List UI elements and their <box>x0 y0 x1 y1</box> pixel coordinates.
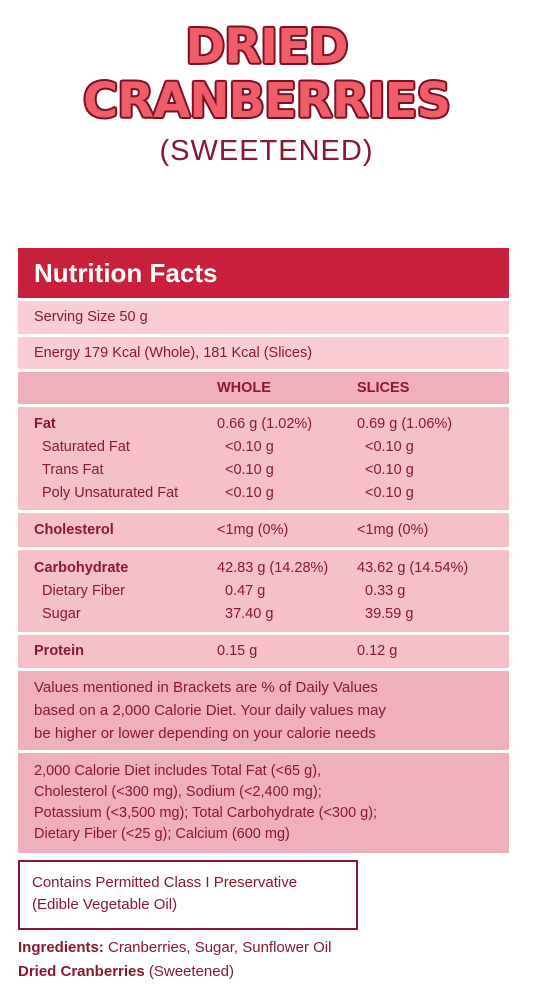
nutrient-whole: <0.10 g <box>225 485 274 501</box>
nutrient-row-sugar: Sugar 37.40 g 39.59 g <box>34 603 493 626</box>
note-line: be higher or lower depending on your cal… <box>34 725 376 742</box>
serving-size-row: Serving Size 50 g <box>18 301 509 334</box>
protein-row: Protein 0.15 g 0.12 g <box>18 635 509 668</box>
nutrient-slices: <1mg (0%) <box>357 522 429 538</box>
note-line: Values mentioned in Brackets are % of Da… <box>34 679 378 696</box>
ingredients-block: Ingredients: Cranberries, Sugar, Sunflow… <box>18 936 331 984</box>
nutrient-label: Trans Fat <box>42 462 104 478</box>
nutrient-whole: 0.15 g <box>217 643 258 659</box>
fat-group: Fat 0.66 g (1.02%) 0.69 g (1.06%) Satura… <box>18 407 509 510</box>
nutrient-label: Carbohydrate <box>34 560 129 576</box>
title-line-1: DRIED <box>185 19 348 75</box>
nutrient-whole: <0.10 g <box>225 439 274 455</box>
nutrient-whole: <1mg (0%) <box>217 522 289 538</box>
column-header-row: WHOLE SLICES <box>18 372 509 404</box>
nutrient-label: Poly Unsaturated Fat <box>42 485 179 501</box>
diet-line: Potassium (<3,500 mg); Total Carbohydrat… <box>34 805 378 821</box>
nutrient-whole: 42.83 g (14.28%) <box>217 560 329 576</box>
col-slices-header: SLICES <box>357 380 410 396</box>
nutrient-slices: 0.33 g <box>365 583 406 599</box>
ingredients-line: Ingredients: Cranberries, Sugar, Sunflow… <box>18 936 331 960</box>
nutrient-slices: <0.10 g <box>365 462 414 478</box>
ingredients-text: Cranberries, Sugar, Sunflower Oil <box>103 939 332 956</box>
carbohydrate-group: Carbohydrate 42.83 g (14.28%) 43.62 g (1… <box>18 550 509 632</box>
energy-row: Energy 179 Kcal (Whole), 181 Kcal (Slice… <box>18 337 509 369</box>
nutrient-slices: 39.59 g <box>365 606 414 622</box>
serving-size: Serving Size 50 g <box>34 309 148 325</box>
diet-line: Cholesterol (<300 mg), Sodium (<2,400 mg… <box>34 784 322 800</box>
nutrient-slices: <0.10 g <box>365 485 414 501</box>
nutrient-whole: 37.40 g <box>225 606 274 622</box>
nutrient-whole: 0.47 g <box>225 583 266 599</box>
nutrient-slices: 43.62 g (14.54%) <box>357 560 469 576</box>
product-name-rest: (Sweetened) <box>144 963 234 980</box>
nutrient-row-protein: Protein 0.15 g 0.12 g <box>34 640 493 663</box>
nutrient-row-poly-unsaturated-fat: Poly Unsaturated Fat <0.10 g <0.10 g <box>34 482 493 505</box>
nutrient-slices: 0.69 g (1.06%) <box>357 416 453 432</box>
nutrition-facts-header: Nutrition Facts <box>18 248 509 298</box>
diet-line: Dietary Fiber (<25 g); Calcium (600 mg) <box>34 826 290 842</box>
nutrient-label: Dietary Fiber <box>42 583 125 599</box>
nutrient-label: Cholesterol <box>34 522 114 538</box>
energy: Energy 179 Kcal (Whole), 181 Kcal (Slice… <box>34 345 313 361</box>
preservative-line-2: (Edible Vegetable Oil) <box>32 896 178 913</box>
nutrient-label: Protein <box>34 643 84 659</box>
nutrient-whole: 0.66 g (1.02%) <box>217 416 313 432</box>
ingredients-label: Ingredients: <box>18 939 104 956</box>
nutrition-facts-panel: Nutrition Facts Serving Size 50 g Energy… <box>18 248 509 853</box>
cholesterol-row: Cholesterol <1mg (0%) <1mg (0%) <box>18 513 509 547</box>
nutrient-row-trans-fat: Trans Fat <0.10 g <0.10 g <box>34 459 493 482</box>
nutrient-row-dietary-fiber: Dietary Fiber 0.47 g 0.33 g <box>34 580 493 603</box>
col-whole-header: WHOLE <box>217 380 271 396</box>
nutrient-row-saturated-fat: Saturated Fat <0.10 g <0.10 g <box>34 436 493 459</box>
note-line: based on a 2,000 Calorie Diet. Your dail… <box>34 702 386 719</box>
nutrient-label: Fat <box>34 416 56 432</box>
nutrient-label: Saturated Fat <box>42 439 130 455</box>
product-name-line: Dried Cranberries (Sweetened) <box>18 960 331 984</box>
nutrient-row-cholesterol: Cholesterol <1mg (0%) <1mg (0%) <box>34 519 493 542</box>
preservative-box: Contains Permitted Class I Preservative … <box>18 860 358 930</box>
product-name-bold: Dried Cranberries <box>18 963 145 980</box>
diet-line: 2,000 Calorie Diet includes Total Fat (<… <box>34 763 322 779</box>
nutrient-whole: <0.10 g <box>225 462 274 478</box>
calorie-diet-note: 2,000 Calorie Diet includes Total Fat (<… <box>18 753 509 853</box>
nutrient-slices: 0.12 g <box>357 643 398 659</box>
title-line-2: CRANBERRIES <box>82 73 451 129</box>
product-title: DRIED CRANBERRIES (SWEETENED) <box>0 20 533 168</box>
nutrient-slices: <0.10 g <box>365 439 414 455</box>
nutrient-label: Sugar <box>42 606 81 622</box>
nutrient-row-fat: Fat 0.66 g (1.02%) 0.69 g (1.06%) <box>34 413 493 436</box>
preservative-line-1: Contains Permitted Class I Preservative <box>32 874 298 891</box>
nutrient-row-carbohydrate: Carbohydrate 42.83 g (14.28%) 43.62 g (1… <box>34 557 493 580</box>
daily-values-note: Values mentioned in Brackets are % of Da… <box>18 671 509 750</box>
product-subtitle: (SWEETENED) <box>159 135 374 167</box>
